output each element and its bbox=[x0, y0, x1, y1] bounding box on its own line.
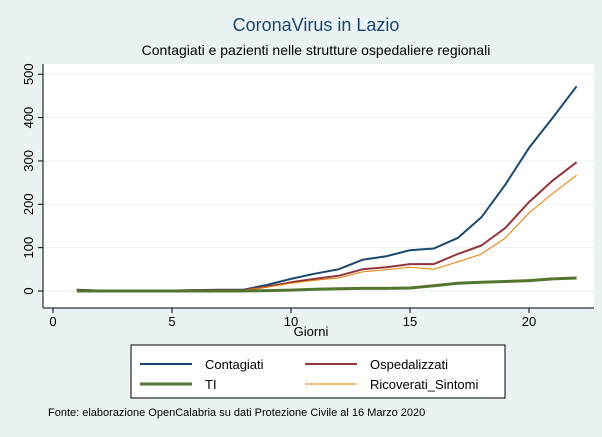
legend-label-ricoverati-sintomi: Ricoverati_Sintomi bbox=[370, 377, 478, 392]
y-tick-label: 300 bbox=[21, 150, 36, 172]
y-tick-label: 100 bbox=[21, 237, 36, 259]
legend-label-ti: TI bbox=[205, 377, 217, 392]
chart-subtitle: Contagiati e pazienti nelle strutture os… bbox=[142, 42, 491, 58]
legend bbox=[130, 344, 506, 399]
y-tick-label: 400 bbox=[21, 107, 36, 129]
x-tick-label: 15 bbox=[403, 314, 417, 329]
legend-items: Contagiati Ospedalizzati TI Ricoverati_Sint… bbox=[140, 357, 478, 392]
legend-label-ospedalizzati: Ospedalizzati bbox=[370, 357, 448, 372]
y-gridlines bbox=[43, 73, 594, 292]
x-tick-label: 5 bbox=[168, 314, 175, 329]
legend-label-contagiati: Contagiati bbox=[205, 357, 264, 372]
series-lines bbox=[76, 85, 578, 293]
series-line-ti bbox=[76, 276, 577, 293]
x-tick-label: 20 bbox=[522, 314, 536, 329]
x-tick-label: 0 bbox=[49, 314, 56, 329]
chart-title: CoronaVirus in Lazio bbox=[233, 15, 400, 35]
y-tick-label: 200 bbox=[21, 193, 36, 215]
source-note: Fonte: elaborazione OpenCalabria su dati… bbox=[48, 407, 425, 419]
y-tick-label: 500 bbox=[21, 63, 36, 85]
plot-area bbox=[43, 64, 594, 308]
x-tick-label: 10 bbox=[284, 314, 298, 329]
x-axis-label: Giorni bbox=[294, 324, 329, 339]
y-axis: 0 100 200 300 400 500 bbox=[21, 63, 44, 308]
x-axis: 0 5 10 15 20 bbox=[43, 307, 594, 329]
y-tick-label: 0 bbox=[21, 287, 36, 294]
